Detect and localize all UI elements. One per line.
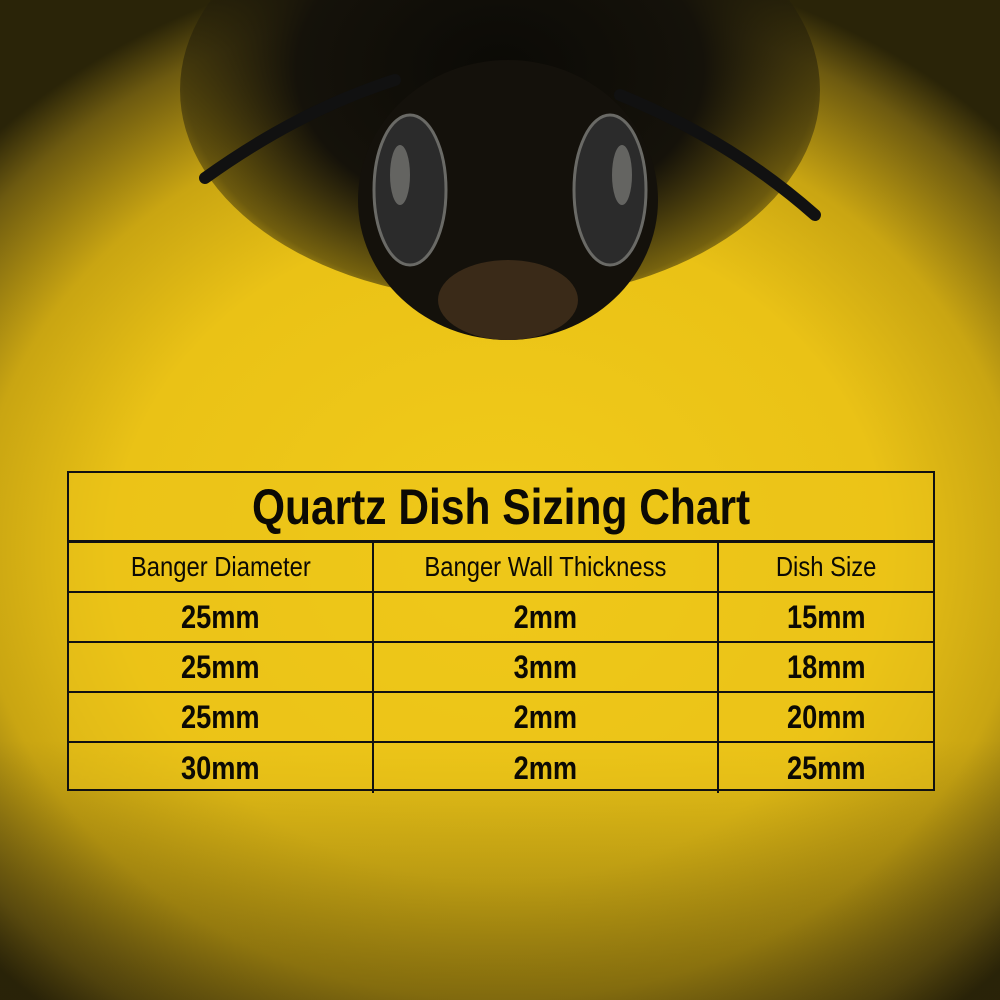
sizing-table: Quartz Dish Sizing Chart Banger Diameter… [67,471,935,793]
table-cell: 3mm [374,643,719,691]
table-cell: 25mm [69,593,374,641]
table-row: 25mm 3mm 18mm [69,643,933,693]
bee-mouth [438,260,578,340]
table-cell: 2mm [374,593,719,641]
column-header: Banger Wall Thickness [374,543,719,591]
column-header: Banger Diameter [69,543,374,591]
bee-antenna-right [614,89,821,221]
table-title: Quartz Dish Sizing Chart [69,473,933,543]
table-row: 30mm 2mm 25mm [69,743,933,793]
table-cell: 20mm [786,698,866,735]
bee-image [199,60,821,340]
table-cell: 2mm [374,743,719,793]
bee-antenna-left [199,74,401,184]
table-cell: 18mm [786,648,866,685]
table-cell: 15mm [786,598,866,635]
table-row: 25mm 2mm 20mm [69,693,933,743]
table-cell: 2mm [374,693,719,741]
table-cell: 25mm [69,693,374,741]
table-cell: 30mm [69,743,374,793]
table-cell: 25mm [786,749,866,786]
table-cell: 25mm [69,643,374,691]
table-row: 25mm 2mm 15mm [69,593,933,643]
table-header-row: Banger Diameter Banger Wall Thickness Di… [69,543,933,593]
bee-eye-left [372,113,448,267]
column-header: Dish Size [775,551,877,582]
bee-eye-right [572,113,648,267]
